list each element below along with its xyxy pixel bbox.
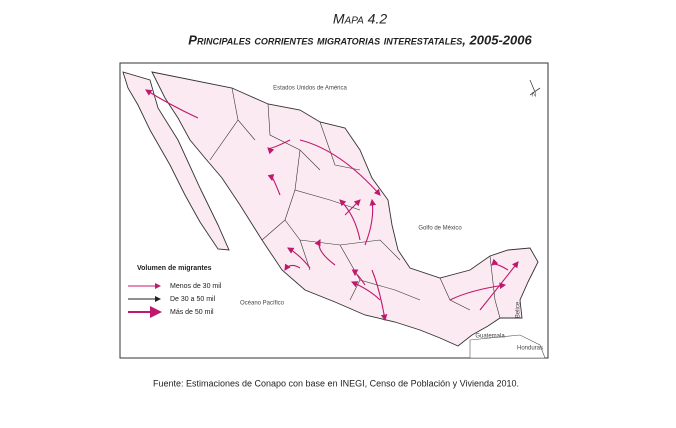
source-note: Fuente: Estimaciones de Conapo con base … bbox=[153, 378, 519, 388]
usa-label: Estados Unidos de América bbox=[273, 86, 347, 92]
legend-title: Volumen de migrantes bbox=[137, 265, 212, 272]
belize-label: Belice bbox=[516, 301, 522, 318]
legend-item: De 30 a 50 mil bbox=[170, 296, 216, 303]
legend-item: Menos de 30 mil bbox=[170, 283, 222, 290]
map-subtitle: Principales corrientes migratorias inter… bbox=[188, 32, 532, 47]
honduras-label: Honduras bbox=[517, 346, 543, 352]
map-title: Mapa 4.2 bbox=[333, 11, 387, 27]
legend: Volumen de migrantes Menos de 30 mil De … bbox=[128, 265, 222, 318]
north-arrow bbox=[529, 79, 541, 96]
neighbor-outline bbox=[469, 334, 546, 359]
north-label: N bbox=[532, 93, 536, 99]
gulf-label: Golfo de México bbox=[418, 226, 462, 232]
pacific-label: Océano Pacífico bbox=[240, 301, 285, 307]
guatemala-label: Guatemala bbox=[475, 334, 505, 340]
legend-item: Más de 50 mil bbox=[170, 309, 214, 316]
migration-flows bbox=[145, 89, 519, 322]
